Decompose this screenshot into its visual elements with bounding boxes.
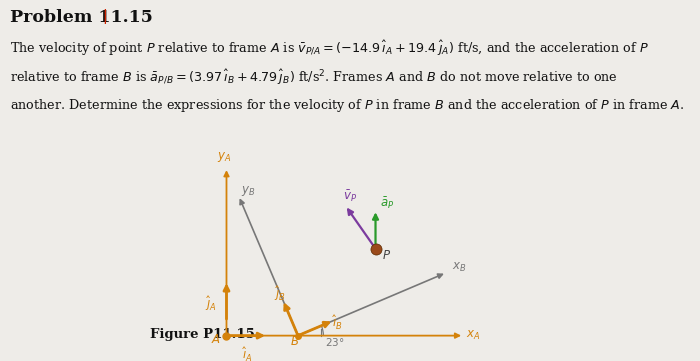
Text: $P$: $P$ bbox=[382, 249, 391, 262]
Text: $A$: $A$ bbox=[211, 332, 221, 345]
Text: relative to frame $B$ is $\bar{a}_{P/B} = (3.97\,\hat{\imath}_B + 4.79\,\hat{\jm: relative to frame $B$ is $\bar{a}_{P/B} … bbox=[10, 68, 617, 86]
Text: Problem 11.15: Problem 11.15 bbox=[10, 9, 153, 26]
Text: $\bar{v}_P$: $\bar{v}_P$ bbox=[343, 188, 357, 204]
Text: $\hat{\jmath}_A$: $\hat{\jmath}_A$ bbox=[204, 294, 216, 313]
Text: $y_A$: $y_A$ bbox=[217, 149, 231, 164]
Text: $\bar{a}_P$: $\bar{a}_P$ bbox=[380, 195, 394, 211]
Text: ❘: ❘ bbox=[99, 9, 111, 25]
Text: $y_B$: $y_B$ bbox=[241, 184, 255, 198]
Text: $x_B$: $x_B$ bbox=[452, 261, 467, 274]
Text: Figure P11.15: Figure P11.15 bbox=[150, 328, 256, 341]
Text: The velocity of point $P$ relative to frame $A$ is $\bar{v}_{P/A} = (-14.9\,\hat: The velocity of point $P$ relative to fr… bbox=[10, 38, 649, 57]
Text: $B$: $B$ bbox=[290, 335, 299, 348]
Text: $\hat{\imath}_A$: $\hat{\imath}_A$ bbox=[242, 346, 253, 361]
Text: $x_A$: $x_A$ bbox=[466, 329, 481, 342]
Text: $\hat{\jmath}_B$: $\hat{\jmath}_B$ bbox=[274, 284, 286, 303]
Text: $\hat{\imath}_B$: $\hat{\imath}_B$ bbox=[332, 314, 343, 332]
Text: $23°$: $23°$ bbox=[326, 336, 345, 348]
Text: another. Determine the expressions for the velocity of $P$ in frame $B$ and the : another. Determine the expressions for t… bbox=[10, 97, 684, 114]
